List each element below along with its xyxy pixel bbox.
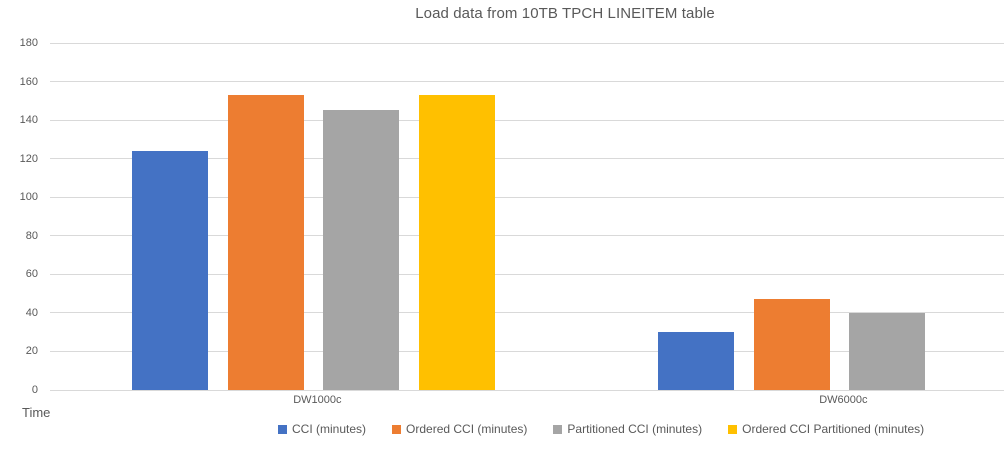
gridline-160 [50, 81, 1004, 83]
y-tick-label-100: 100 [19, 191, 38, 204]
gridline-80 [50, 235, 1004, 237]
y-tick-label-60: 60 [25, 268, 38, 281]
bar-dw1000c-ordered-cci-minutes [228, 95, 304, 390]
y-tick-label-0: 0 [31, 384, 38, 396]
chart-title: Load data from 10TB TPCH LINEITEM table [415, 5, 715, 22]
legend-label: Partitioned CCI (minutes) [567, 422, 703, 436]
y-tick-label-140: 140 [19, 114, 38, 127]
legend-label: Ordered CCI (minutes) [406, 422, 528, 436]
gridline-20 [50, 350, 1004, 352]
y-axis-title: Time [22, 405, 51, 420]
gridline-40 [50, 312, 1004, 314]
gridline-140 [50, 119, 1004, 121]
bar-dw1000c-partitioned-cci-minutes [323, 110, 399, 390]
bar-dw6000c-ordered-cci-minutes [754, 299, 830, 390]
category-label-dw1000c: DW1000c [293, 394, 342, 406]
bar-dw6000c-cci-minutes [658, 332, 734, 390]
legend-item-partitioned-cci-minutes: Partitioned CCI (minutes) [553, 422, 702, 436]
legend-label: CCI (minutes) [292, 422, 367, 436]
gridline-180 [50, 42, 1004, 44]
y-tick-label-40: 40 [25, 306, 38, 319]
gridline-0 [50, 389, 1004, 391]
y-tick-label-80: 80 [25, 229, 38, 242]
category-label-dw6000c: DW6000c [819, 394, 868, 406]
bar-dw6000c-partitioned-cci-minutes [849, 312, 925, 390]
legend-swatch-icon [553, 424, 563, 434]
y-tick-label-120: 120 [19, 152, 38, 165]
legend-swatch-icon [728, 424, 738, 434]
legend-label: Ordered CCI Partitioned (minutes) [742, 422, 925, 436]
y-tick-label-160: 160 [19, 75, 38, 88]
bar-dw1000c-ordered-cci-partitioned-minutes [419, 95, 495, 390]
legend-item-cci-minutes: CCI (minutes) [278, 422, 366, 436]
gridline-100 [50, 196, 1004, 198]
legend-item-ordered-cci-partitioned-minutes: Ordered CCI Partitioned (minutes) [728, 422, 924, 436]
y-tick-label-180: 180 [19, 37, 38, 49]
legend-item-ordered-cci-minutes: Ordered CCI (minutes) [392, 422, 527, 436]
gridline-60 [50, 273, 1004, 275]
legend-swatch-icon [392, 424, 402, 434]
legend: CCI (minutes) Ordered CCI (minutes) Partit… [278, 422, 924, 436]
y-tick-label-20: 20 [25, 345, 38, 358]
bar-dw1000c-cci-minutes [132, 150, 208, 390]
gridline-120 [50, 158, 1004, 160]
legend-swatch-icon [278, 424, 287, 434]
